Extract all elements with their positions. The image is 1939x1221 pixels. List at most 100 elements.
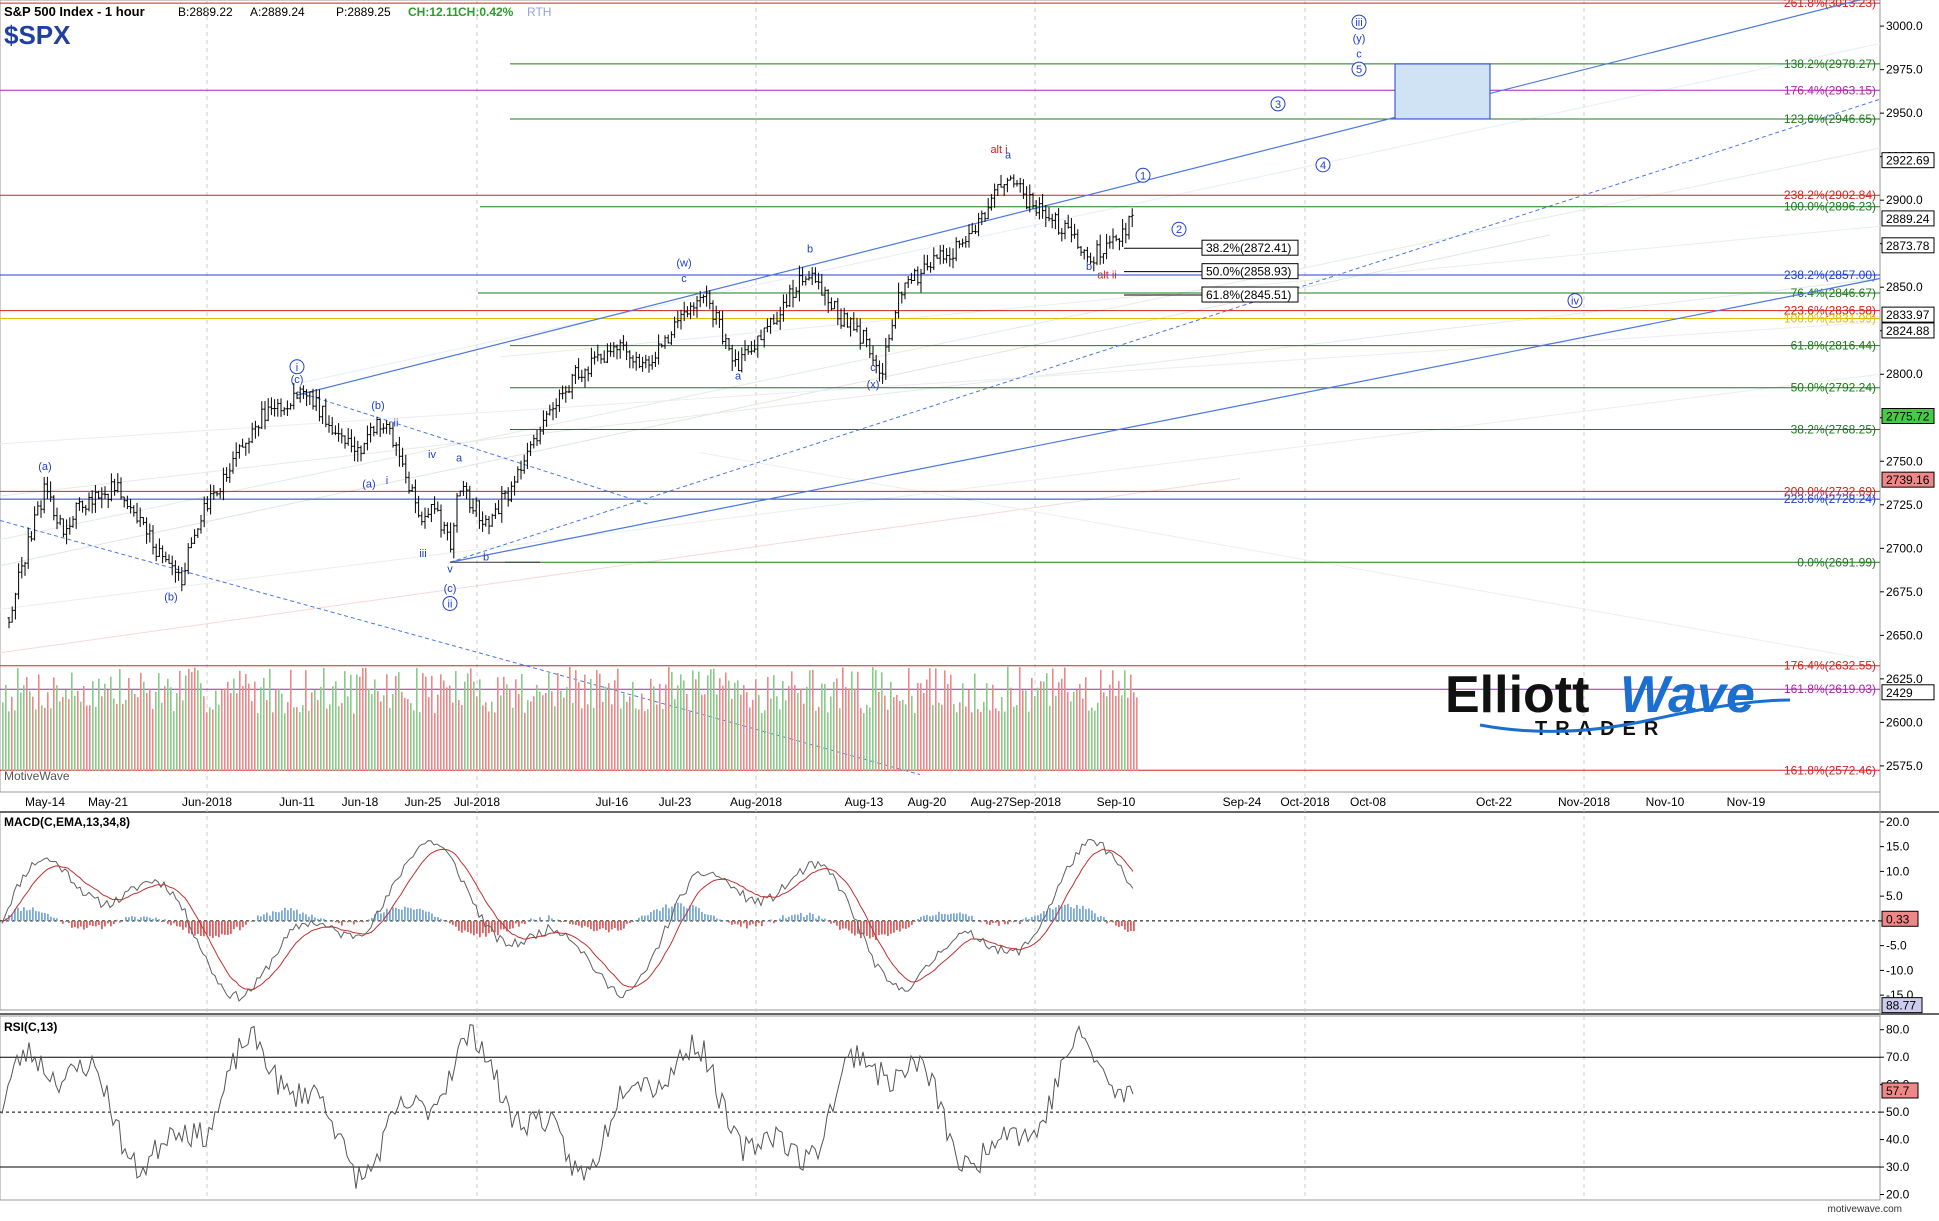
macd-histogram-bar — [509, 921, 511, 929]
fib-level-label: 0.0%(2691.99) — [1797, 555, 1876, 569]
price-bar — [939, 245, 942, 264]
macd-histogram-bar — [143, 916, 145, 921]
macd-histogram-bar — [65, 921, 67, 922]
volume-bar — [308, 711, 310, 771]
price-bar — [868, 338, 871, 358]
volume-bar — [380, 701, 382, 771]
volume-bar — [557, 673, 559, 771]
price-bar — [196, 528, 199, 538]
macd-histogram-bar — [116, 920, 118, 921]
price-bar — [232, 451, 235, 473]
volume-bar — [977, 709, 979, 771]
change-value: CH:12.11 — [408, 5, 459, 19]
macd-histogram-bar — [782, 915, 784, 921]
background-trend-line — [700, 453, 1880, 662]
price-bar — [97, 491, 100, 500]
macd-histogram-bar — [53, 918, 55, 921]
volume-bar — [935, 668, 937, 771]
volume-bar — [950, 675, 952, 771]
macd-histogram-bar — [83, 921, 85, 930]
price-bar — [952, 248, 955, 268]
rsi-panel-frame — [0, 1016, 1880, 1200]
volume-bar — [386, 674, 388, 771]
macd-histogram-bar — [620, 921, 622, 930]
macd-histogram-bar — [176, 921, 178, 926]
price-bar — [360, 445, 363, 461]
macd-histogram-bar — [206, 921, 208, 935]
price-bar — [664, 335, 667, 349]
macd-histogram-bar — [755, 921, 757, 927]
y-tick-label: 2575.0 — [1886, 759, 1923, 773]
macd-histogram-bar — [344, 921, 346, 922]
macd-histogram-bar — [845, 921, 847, 929]
y-tick-label: 2950.0 — [1886, 106, 1923, 120]
volume-bar — [536, 685, 538, 771]
macd-histogram-bar — [848, 921, 850, 931]
macd-histogram-bar — [950, 914, 952, 921]
y-tick-label: 2700.0 — [1886, 541, 1923, 555]
price-bar — [936, 254, 939, 258]
macd-histogram-bar — [443, 920, 445, 921]
macd-histogram-bar — [467, 921, 469, 932]
volume-bar — [563, 698, 565, 772]
volume-bar — [1076, 690, 1078, 771]
price-bar — [1060, 228, 1063, 241]
volume-bar — [674, 699, 676, 771]
volume-bar — [1070, 701, 1072, 771]
volume-bar — [842, 667, 844, 771]
rsi-line — [2, 1025, 1133, 1189]
macd-histogram-bar — [923, 916, 925, 921]
volume-bar — [716, 695, 718, 771]
volume-bar — [551, 691, 553, 771]
volume-bar — [1049, 706, 1051, 771]
volume-bar — [422, 673, 424, 771]
volume-bar — [170, 687, 172, 771]
macd-histogram-bar — [1109, 921, 1111, 922]
volume-bar — [1040, 681, 1042, 771]
volume-bar — [461, 705, 463, 771]
volume-bar — [392, 694, 394, 771]
volume-bar — [221, 690, 223, 771]
macd-histogram-bar — [557, 920, 559, 921]
volume-bar — [1046, 673, 1048, 771]
volume-bar — [233, 679, 235, 772]
volume-bar — [788, 686, 790, 771]
fib-level-label: 61.8%(2816.44) — [1791, 339, 1876, 353]
volume-bar — [794, 685, 796, 771]
price-bar — [395, 442, 398, 456]
volume-bar — [701, 695, 703, 771]
volume-bar — [95, 707, 97, 771]
price-bar — [65, 519, 68, 544]
price-bar — [289, 403, 292, 410]
macd-histogram-bar — [986, 921, 988, 924]
wave-label: iii — [1355, 17, 1362, 29]
macd-histogram-bar — [86, 921, 88, 928]
macd-histogram-bar — [632, 921, 634, 922]
volume-bar — [890, 682, 892, 771]
volume-bar — [506, 684, 508, 771]
price-bar — [1108, 236, 1111, 249]
price-bar — [161, 545, 164, 563]
x-tick-label: Jun-2018 — [182, 795, 232, 809]
macd-histogram-bar — [401, 910, 403, 921]
macd-histogram-bar — [35, 911, 37, 921]
macd-histogram-bar — [980, 921, 982, 922]
volume-bar — [1025, 690, 1027, 771]
macd-histogram-bar — [392, 907, 394, 921]
volume-bar — [995, 708, 997, 771]
macd-histogram-bar — [611, 921, 613, 930]
wave-label: (x) — [867, 379, 880, 391]
price-bar — [11, 606, 14, 622]
volume-bar — [1073, 692, 1075, 771]
price-bar — [811, 267, 814, 285]
price-bar — [238, 444, 241, 458]
volume-bar — [212, 710, 214, 772]
price-bar — [849, 317, 852, 336]
price-bar — [104, 486, 107, 499]
x-tick-label: Aug-2018 — [730, 795, 782, 809]
price-bar — [734, 349, 737, 366]
macd-histogram-bar — [311, 915, 313, 921]
price-bar — [996, 184, 999, 196]
